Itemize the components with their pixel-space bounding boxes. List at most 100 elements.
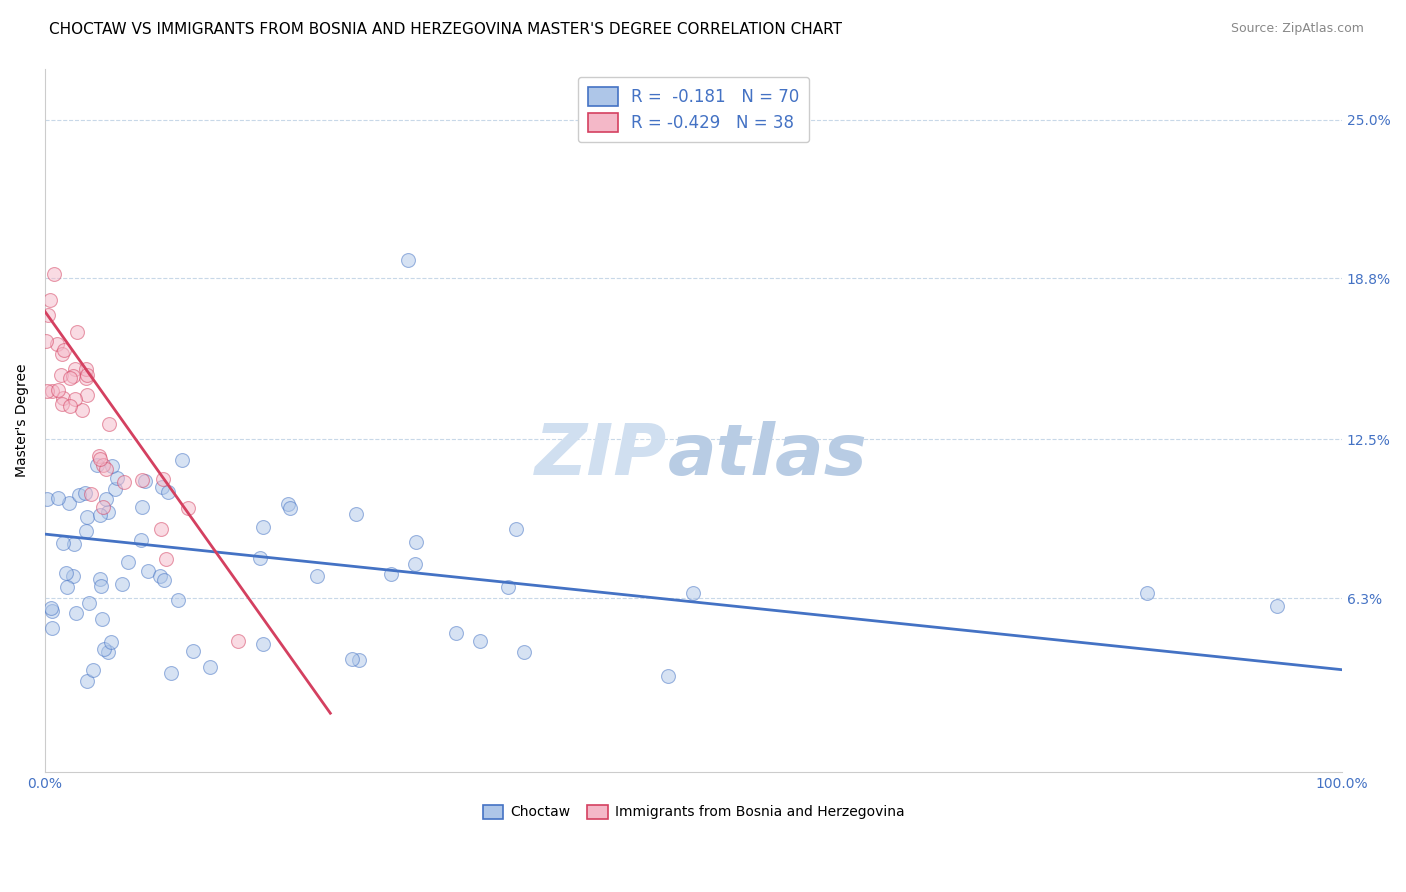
Point [52, 535, 75, 549]
Point [404, 558, 426, 572]
Point [444, 626, 467, 640]
Point [59, 371, 82, 385]
Point [252, 637, 274, 651]
Point [112, 475, 135, 490]
Point [152, 573, 174, 587]
Point [76, 510, 98, 524]
Point [160, 666, 183, 681]
Text: atlas: atlas [668, 421, 868, 490]
Point [96, 461, 118, 475]
Point [129, 533, 152, 547]
Point [73, 486, 96, 500]
Point [41, 384, 63, 399]
Point [149, 569, 172, 583]
Point [97, 645, 120, 659]
Point [682, 586, 704, 600]
Point [89, 449, 111, 463]
Point [63, 392, 86, 407]
Point [152, 472, 174, 486]
Point [41, 621, 63, 635]
Point [101, 459, 124, 474]
Point [76, 388, 98, 402]
Point [75, 524, 97, 538]
Point [46, 383, 69, 397]
Point [380, 566, 402, 581]
Point [66, 325, 89, 339]
Point [70, 402, 93, 417]
Point [340, 652, 363, 666]
Point [252, 520, 274, 534]
Point [91, 500, 114, 514]
Point [111, 577, 134, 591]
Point [39, 600, 62, 615]
Point [86, 458, 108, 472]
Point [198, 659, 221, 673]
Point [41, 604, 63, 618]
Point [104, 482, 127, 496]
Point [117, 555, 139, 569]
Point [46, 491, 69, 506]
Point [405, 535, 427, 549]
Point [396, 253, 419, 268]
Point [156, 484, 179, 499]
Point [55, 580, 77, 594]
Point [76, 370, 98, 384]
Point [177, 500, 200, 515]
Point [55, 566, 77, 580]
Point [278, 500, 301, 515]
Point [149, 522, 172, 536]
Point [498, 580, 520, 594]
Point [51, 346, 73, 360]
Point [77, 596, 100, 610]
Point [90, 579, 112, 593]
Point [46, 337, 69, 351]
Point [277, 497, 299, 511]
Point [96, 491, 118, 506]
Point [155, 551, 177, 566]
Point [62, 569, 84, 583]
Text: CHOCTAW VS IMMIGRANTS FROM BOSNIA AND HERZEGOVINA MASTER'S DEGREE CORRELATION CH: CHOCTAW VS IMMIGRANTS FROM BOSNIA AND HE… [49, 22, 842, 37]
Point [657, 669, 679, 683]
Point [82, 663, 104, 677]
Point [1136, 586, 1159, 600]
Point [150, 480, 173, 494]
Point [51, 397, 73, 411]
Point [35, 384, 58, 398]
Point [49, 368, 72, 382]
Point [63, 362, 86, 376]
Point [505, 522, 527, 536]
Point [76, 368, 98, 382]
Point [89, 451, 111, 466]
Point [97, 417, 120, 431]
Text: ZIP: ZIP [536, 421, 668, 490]
Point [307, 569, 329, 583]
Point [513, 645, 536, 659]
Point [52, 392, 75, 406]
Point [80, 487, 103, 501]
Legend: Choctaw, Immigrants from Bosnia and Herzegovina: Choctaw, Immigrants from Bosnia and Herz… [477, 799, 910, 825]
Point [228, 634, 250, 648]
Point [58, 496, 80, 510]
Point [37, 492, 59, 507]
Point [131, 500, 153, 515]
Point [52, 343, 75, 358]
Point [181, 644, 204, 658]
Text: Source: ZipAtlas.com: Source: ZipAtlas.com [1230, 22, 1364, 36]
Point [35, 334, 58, 349]
Point [93, 458, 115, 473]
Point [65, 607, 87, 621]
Point [167, 593, 190, 607]
Point [42, 267, 65, 281]
Y-axis label: Master's Degree: Master's Degree [15, 364, 30, 477]
Point [75, 361, 97, 376]
Point [89, 572, 111, 586]
Point [172, 453, 194, 467]
Point [134, 474, 156, 488]
Point [39, 293, 62, 307]
Point [100, 635, 122, 649]
Point [89, 508, 111, 522]
Point [347, 652, 370, 666]
Point [136, 564, 159, 578]
Point [344, 507, 367, 521]
Point [91, 612, 114, 626]
